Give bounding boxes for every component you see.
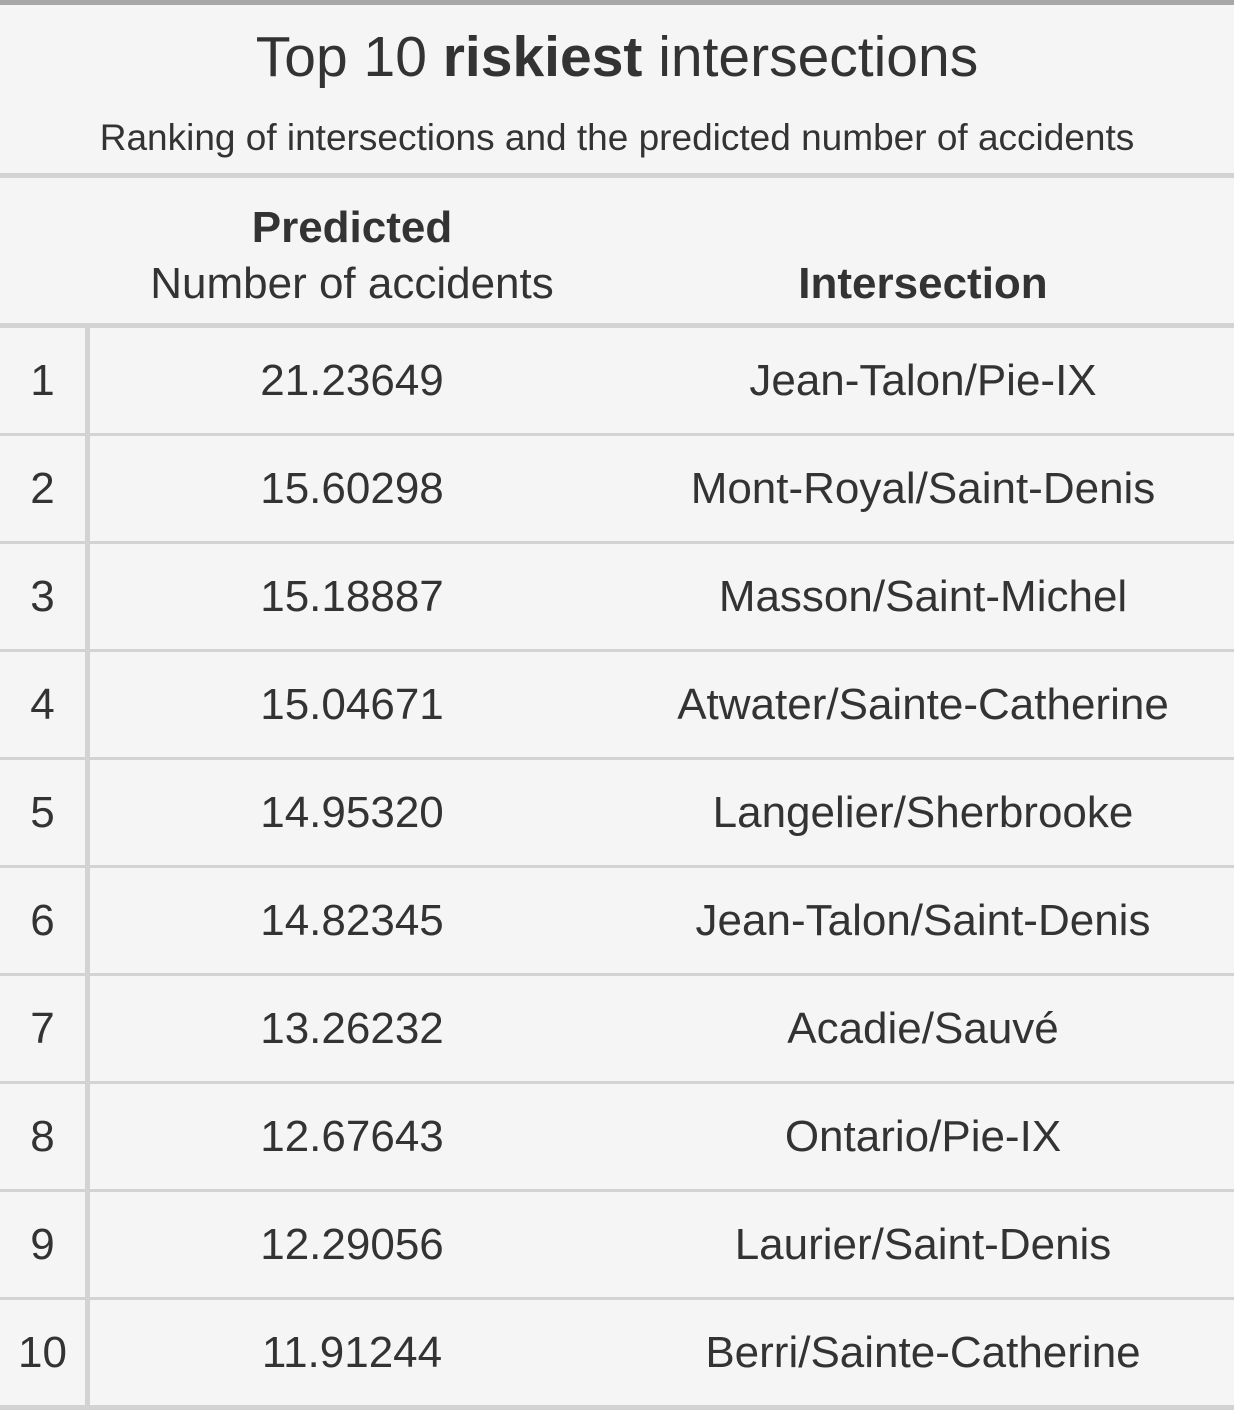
intersection-cell: Acadie/Sauvé: [787, 1004, 1059, 1053]
predicted-accidents-cell: 12.67643: [260, 1112, 444, 1161]
table-row: 7 13.26232 Acadie/Sauvé: [0, 976, 1234, 1084]
table-row: 9 12.29056 Laurier/Saint-Denis: [0, 1192, 1234, 1300]
intersection-cell: Laurier/Saint-Denis: [734, 1220, 1112, 1269]
predicted-column-label: Number of accidents: [150, 259, 554, 308]
rank-cell: 8: [0, 1084, 90, 1189]
title-prefix: Top 10: [255, 25, 443, 89]
spanner-label: Predicted: [251, 203, 453, 252]
table-row: 10 11.91244 Berri/Sainte-Catherine: [0, 1300, 1234, 1410]
table-header: Top 10 riskiest intersections Ranking of…: [0, 5, 1234, 178]
rank-cell: 4: [0, 652, 90, 757]
table-row: 2 15.60298 Mont-Royal/Saint-Denis: [0, 436, 1234, 544]
column-header-row: Predicted Number of accidents Intersecti…: [0, 178, 1234, 328]
table-row: 4 15.04671 Atwater/Sainte-Catherine: [0, 652, 1234, 760]
title-bold: riskiest: [442, 25, 643, 89]
intersection-cell: Atwater/Sainte-Catherine: [677, 680, 1169, 729]
table-row: 6 14.82345 Jean-Talon/Saint-Denis: [0, 868, 1234, 976]
intersection-cell: Langelier/Sherbrooke: [712, 788, 1134, 837]
rank-cell: 9: [0, 1192, 90, 1297]
table-row: 1 21.23649 Jean-Talon/Pie-IX: [0, 328, 1234, 436]
rank-cell: 2: [0, 436, 90, 541]
table-title: Top 10 riskiest intersections: [0, 25, 1234, 89]
rank-cell: 3: [0, 544, 90, 649]
predicted-column-header: Predicted Number of accidents: [92, 200, 612, 312]
intersection-cell: Ontario/Pie-IX: [784, 1112, 1062, 1161]
intersection-cell: Jean-Talon/Pie-IX: [749, 356, 1097, 405]
predicted-accidents-cell: 11.91244: [261, 1328, 443, 1377]
table-row: 5 14.95320 Langelier/Sherbrooke: [0, 760, 1234, 868]
predicted-accidents-cell: 12.29056: [260, 1220, 444, 1269]
predicted-accidents-cell: 21.23649: [260, 356, 444, 405]
title-suffix: intersections: [642, 25, 979, 89]
rank-cell: 7: [0, 976, 90, 1081]
predicted-accidents-cell: 14.95320: [260, 788, 444, 837]
predicted-accidents-cell: 15.60298: [260, 464, 444, 513]
intersection-cell: Berri/Sainte-Catherine: [705, 1328, 1141, 1377]
predicted-accidents-cell: 13.26232: [260, 1004, 444, 1053]
table-body: 1 21.23649 Jean-Talon/Pie-IX 2 15.60298 Mont-…: [0, 328, 1234, 1410]
rank-cell: 6: [0, 868, 90, 973]
rank-cell: 10: [0, 1300, 90, 1405]
rank-cell: 5: [0, 760, 90, 865]
intersection-cell: Jean-Talon/Saint-Denis: [695, 896, 1151, 945]
intersection-cell: Mont-Royal/Saint-Denis: [690, 464, 1156, 513]
predicted-accidents-cell: 14.82345: [260, 896, 444, 945]
intersection-column-header: Intersection: [798, 259, 1048, 308]
intersection-cell: Masson/Saint-Michel: [718, 572, 1128, 621]
predicted-accidents-cell: 15.18887: [260, 572, 444, 621]
table-row: 3 15.18887 Masson/Saint-Michel: [0, 544, 1234, 652]
rank-cell: 1: [0, 328, 90, 433]
table-row: 8 12.67643 Ontario/Pie-IX: [0, 1084, 1234, 1192]
table-subtitle: Ranking of intersections and the predict…: [99, 117, 1135, 158]
predicted-accidents-cell: 15.04671: [260, 680, 444, 729]
